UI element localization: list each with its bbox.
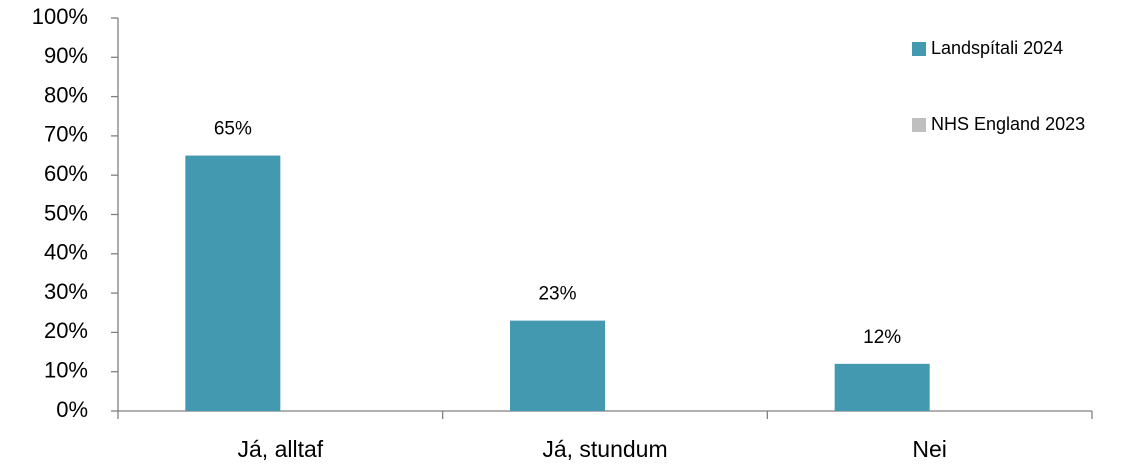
legend-label: Landspítali 2024 xyxy=(931,38,1063,58)
bar xyxy=(834,363,930,411)
y-tick-label: 40% xyxy=(44,240,88,265)
legend-swatch xyxy=(912,42,926,56)
x-tick-label: Já, alltaf xyxy=(238,436,324,462)
y-tick-label: 0% xyxy=(56,397,88,422)
bar xyxy=(185,155,281,411)
y-tick-label: 30% xyxy=(44,279,88,304)
y-tick-label: 70% xyxy=(44,122,88,147)
y-tick-label: 60% xyxy=(44,161,88,186)
y-tick-label: 80% xyxy=(44,82,88,107)
data-label: 12% xyxy=(863,327,901,348)
y-tick-label: 90% xyxy=(44,43,88,68)
x-tick-label: Nei xyxy=(912,436,947,462)
legend-label: NHS England 2023 xyxy=(931,114,1085,134)
y-tick-label: 20% xyxy=(44,318,88,343)
bar xyxy=(510,320,605,411)
data-label: 23% xyxy=(538,284,576,305)
legend-swatch xyxy=(912,118,926,132)
y-tick-label: 50% xyxy=(44,200,88,225)
data-label: 65% xyxy=(214,119,252,140)
y-tick-label: 100% xyxy=(32,4,88,29)
y-tick-label: 10% xyxy=(44,358,88,383)
x-tick-label: Já, stundum xyxy=(542,436,667,462)
